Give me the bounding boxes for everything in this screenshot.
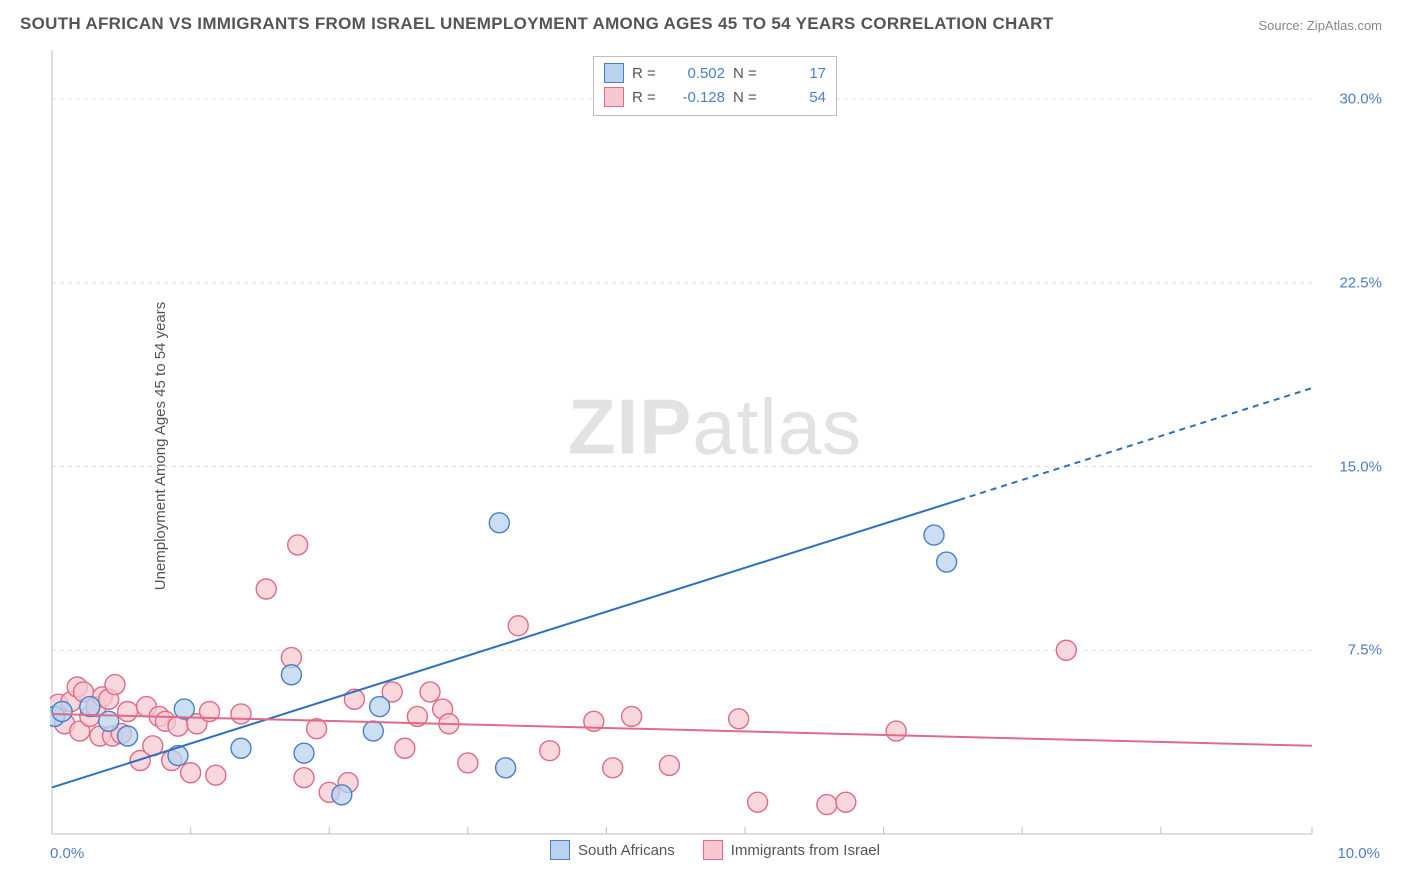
legend-row: R = -0.128 N = 54 (604, 85, 826, 109)
n-label: N = (733, 89, 763, 106)
legend-label-1: Immigrants from Israel (731, 842, 880, 859)
y-tick-label: 30.0% (1339, 91, 1382, 108)
scatter-plot (50, 48, 1380, 838)
y-tick-label: 15.0% (1339, 458, 1382, 475)
x-tick-label: 0.0% (50, 845, 84, 862)
chart-title: SOUTH AFRICAN VS IMMIGRANTS FROM ISRAEL … (20, 14, 1053, 34)
correlation-legend: R = 0.502 N = 17 R = -0.128 N = 54 (593, 56, 837, 116)
r-label: R = (632, 65, 662, 82)
r-value-0: 0.502 (670, 65, 725, 82)
legend-item: South Africans (550, 840, 675, 860)
source-attribution: Source: ZipAtlas.com (1258, 18, 1382, 33)
legend-item: Immigrants from Israel (703, 840, 880, 860)
x-tick-label: 10.0% (1337, 845, 1380, 862)
y-tick-label: 22.5% (1339, 274, 1382, 291)
r-value-1: -0.128 (670, 89, 725, 106)
y-tick-label: 7.5% (1348, 642, 1382, 659)
series-legend: South Africans Immigrants from Israel (550, 840, 880, 860)
chart-area: ZIPatlas R = 0.502 N = 17 R = -0.128 N =… (50, 48, 1380, 838)
legend-swatch-series-0 (604, 63, 624, 83)
r-label: R = (632, 89, 662, 106)
legend-swatch-series-1 (604, 87, 624, 107)
legend-swatch-series-1 (703, 840, 723, 860)
legend-row: R = 0.502 N = 17 (604, 61, 826, 85)
legend-swatch-series-0 (550, 840, 570, 860)
legend-label-0: South Africans (578, 842, 675, 859)
n-value-1: 54 (771, 89, 826, 106)
n-label: N = (733, 65, 763, 82)
n-value-0: 17 (771, 65, 826, 82)
